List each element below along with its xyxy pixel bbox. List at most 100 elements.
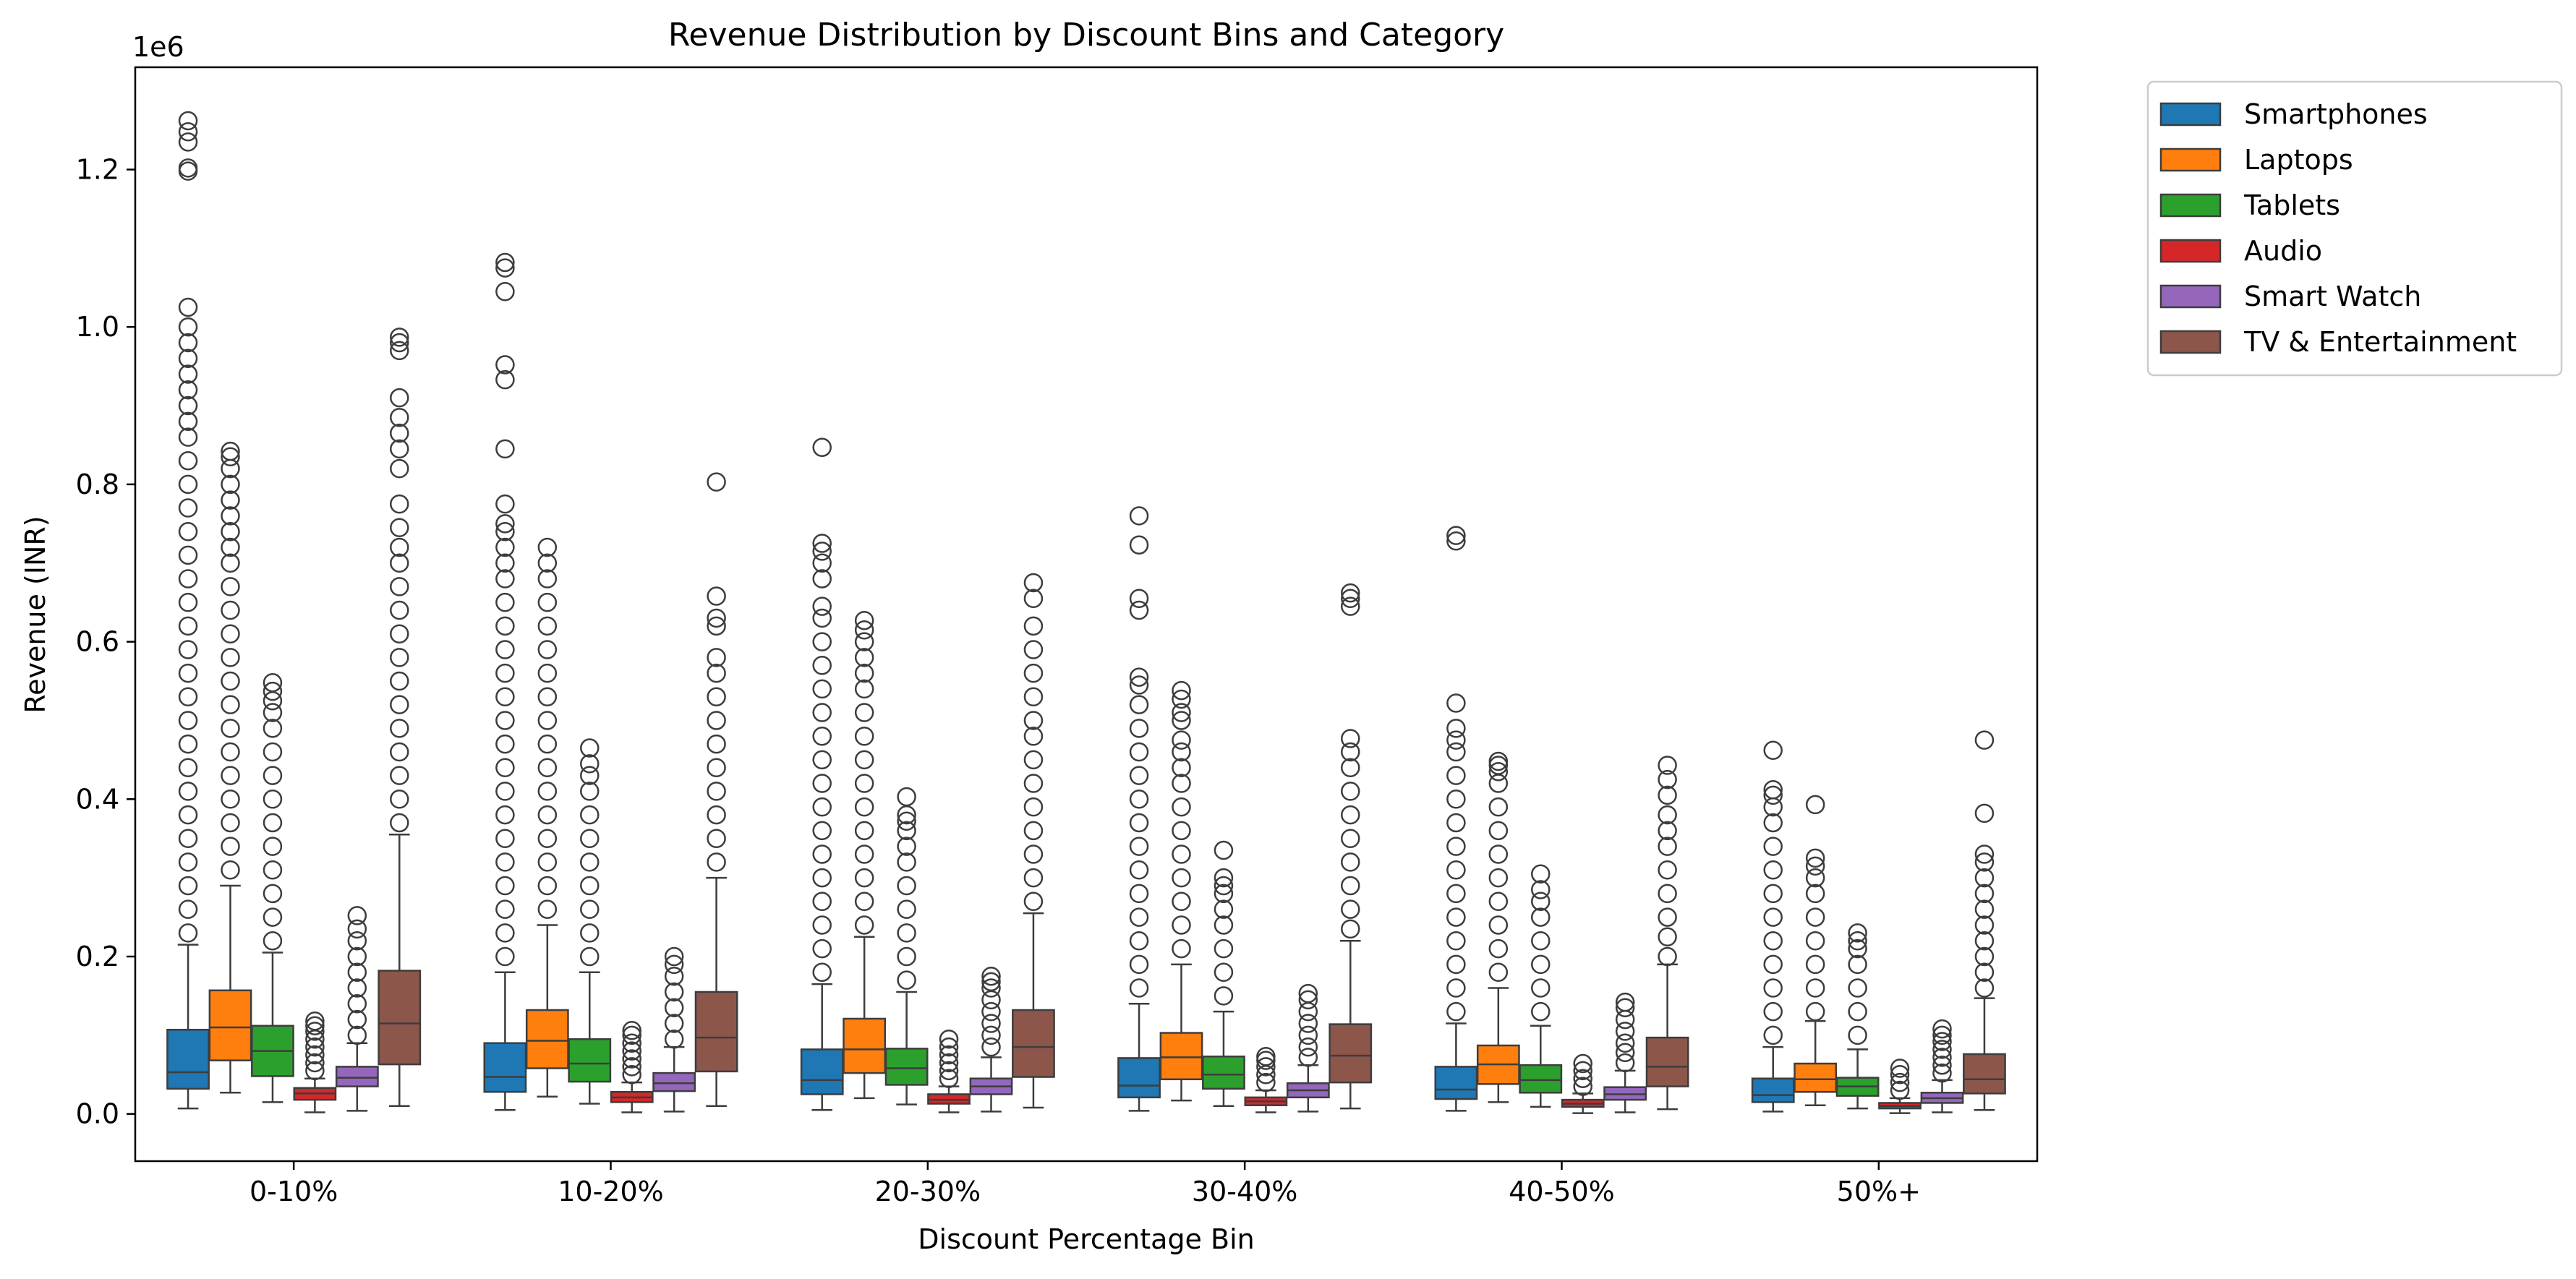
outlier-point [707, 608, 726, 628]
outlier-point [1932, 1025, 1952, 1045]
outlier-point [580, 805, 600, 825]
outlier-point [1172, 730, 1191, 750]
outlier-point [580, 829, 600, 848]
box-group [525, 537, 569, 1098]
outlier-point [707, 616, 726, 636]
box-group [1920, 1019, 1964, 1113]
x-tick-label: 0-10% [250, 1176, 338, 1207]
outlier-point [854, 703, 874, 722]
outlier-point [1341, 758, 1360, 778]
outlier-point [580, 852, 600, 872]
outlier-point [1298, 1048, 1318, 1067]
outlier-point [981, 1014, 1001, 1033]
outlier-point [622, 1021, 641, 1040]
outlier-point [1023, 640, 1044, 659]
outlier-point [1446, 531, 1466, 551]
outlier-point [580, 738, 600, 758]
y-tick-label: 0.2 [76, 941, 119, 972]
outlier-point [1256, 1057, 1276, 1077]
outlier-point [1446, 884, 1466, 904]
outlier-point [221, 695, 240, 714]
outlier-point [1129, 931, 1149, 951]
outlier-point [537, 782, 558, 801]
outlier-point [1658, 837, 1677, 856]
outlier-point [221, 837, 240, 856]
box-group [568, 738, 612, 1105]
outlier-point [1172, 797, 1191, 817]
outlier-point [178, 474, 198, 495]
outlier-point [707, 687, 726, 707]
outlier-point [537, 829, 558, 848]
outlier-point [347, 1025, 367, 1045]
outlier-point [897, 899, 916, 919]
outlier-point [854, 774, 874, 793]
outlier-point [178, 364, 198, 384]
outlier-point [178, 734, 198, 754]
box-group [1603, 992, 1647, 1113]
outlier-point [178, 711, 198, 730]
box-group [1244, 1046, 1288, 1113]
outlier-point [178, 899, 198, 919]
outlier-point [1129, 589, 1149, 608]
outlier-point [812, 915, 832, 935]
outlier-point [1341, 899, 1360, 919]
outlier-point [939, 1053, 959, 1073]
outlier-point [1848, 1025, 1867, 1045]
outlier-point [495, 355, 515, 375]
outlier-point [1341, 742, 1360, 762]
outlier-point [1573, 1061, 1592, 1081]
outlier-point [1172, 742, 1191, 762]
outlier-point [854, 620, 874, 640]
outlier-point [622, 1065, 641, 1085]
box-group [251, 672, 294, 1103]
outlier-point [178, 829, 198, 848]
outlier-point [1763, 978, 1783, 998]
outlier-point [981, 1037, 1001, 1057]
outlier-point [1129, 675, 1149, 695]
outlier-point [1974, 931, 1995, 951]
outlier-point [1763, 813, 1783, 833]
outlier-point [1256, 1046, 1276, 1066]
outlier-point [812, 569, 832, 589]
outlier-point [1446, 742, 1466, 762]
box-group [610, 1021, 654, 1113]
outlier-point [939, 1045, 959, 1065]
outlier-point [1341, 729, 1360, 748]
outlier-point [1805, 907, 1825, 927]
outlier-point [622, 1041, 641, 1061]
outlier-point [1848, 1001, 1867, 1022]
outlier-point [707, 472, 726, 492]
outlier-point [1763, 740, 1783, 761]
box [378, 970, 422, 1066]
outlier-point [537, 758, 558, 778]
outlier-point [221, 553, 240, 573]
outlier-point [178, 758, 198, 778]
box [1963, 1053, 2006, 1095]
outlier-point [1974, 868, 1995, 888]
outlier-point [178, 923, 198, 943]
outlier-point [178, 111, 198, 131]
outlier-point [1488, 962, 1509, 983]
outlier-point [495, 521, 515, 542]
outlier-point [1763, 860, 1783, 880]
outlier-point [178, 380, 198, 400]
outlier-point [1658, 821, 1677, 841]
box [335, 1066, 379, 1087]
outlier-point [1488, 844, 1509, 864]
outlier-point [1172, 821, 1191, 841]
outlier-point [939, 1037, 959, 1057]
outlier-point [390, 813, 409, 833]
outlier-point [178, 521, 198, 542]
outlier-point [1129, 884, 1149, 904]
outlier-point [495, 640, 515, 659]
outlier-point [537, 592, 558, 612]
outlier-point [263, 884, 283, 904]
outlier-point [495, 281, 515, 301]
outlier-point [1446, 813, 1466, 833]
outlier-point [263, 681, 283, 701]
outlier-point [263, 907, 283, 927]
outlier-point [1573, 1069, 1592, 1088]
outlier-point [1615, 1022, 1635, 1041]
outlier-point [1932, 1040, 1952, 1059]
chart-title: Revenue Distribution by Discount Bins an… [668, 17, 1504, 54]
